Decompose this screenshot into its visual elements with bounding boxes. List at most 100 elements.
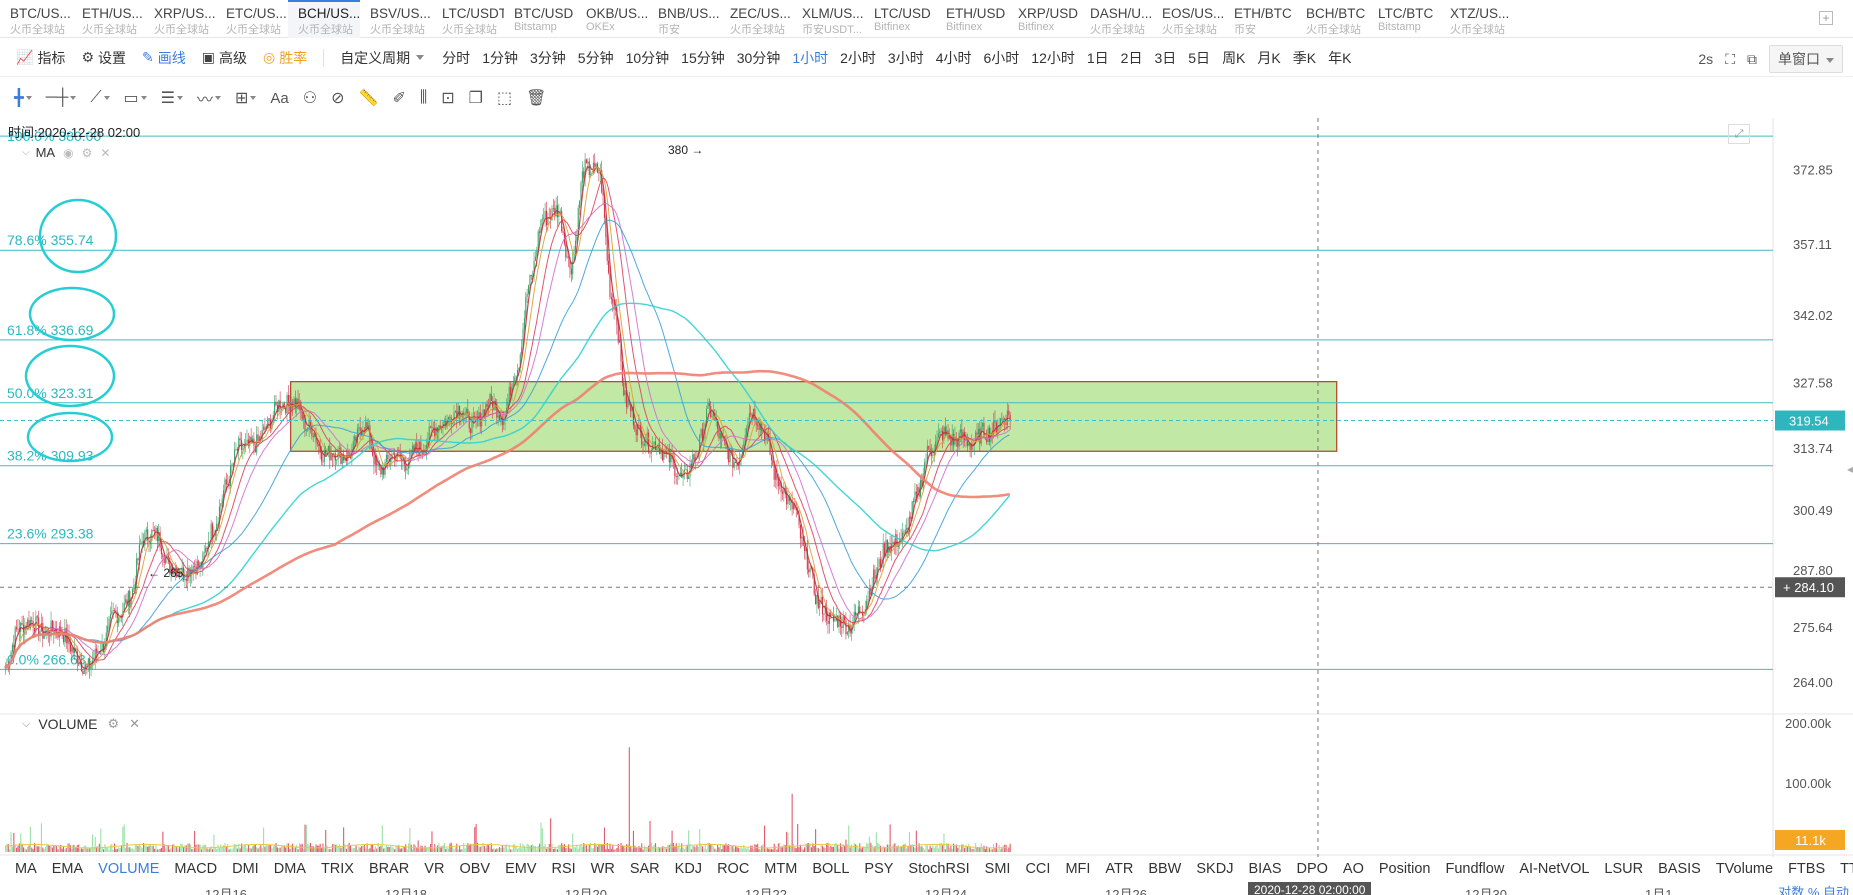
period-6[interactable]: 30分钟 bbox=[736, 49, 781, 66]
period-19[interactable]: 季K bbox=[1292, 49, 1317, 66]
add-tab-button[interactable]: + bbox=[1819, 11, 1833, 25]
magnet-tool[interactable]: ⚇ bbox=[303, 88, 317, 108]
indicator-obv[interactable]: OBV bbox=[459, 861, 491, 877]
popout-icon[interactable]: ⧉ bbox=[1747, 50, 1757, 67]
indicator-smi[interactable]: SMI bbox=[984, 861, 1011, 877]
tab-13[interactable]: ETH/USD Bitfinex bbox=[936, 0, 1008, 38]
delete-tool[interactable]: 🗑 bbox=[526, 88, 546, 108]
copy-tool[interactable]: ❐ bbox=[469, 88, 483, 108]
lock-tool[interactable]: ⊡ bbox=[441, 88, 454, 108]
tab-19[interactable]: LTC/BTC Bitstamp bbox=[1368, 0, 1440, 38]
advanced-button[interactable]: ▣ 高级 bbox=[201, 49, 247, 66]
tab-15[interactable]: DASH/U... 火币全球站 bbox=[1080, 0, 1152, 38]
indicator-tvolume[interactable]: TVolume bbox=[1715, 861, 1774, 877]
brush-tool[interactable]: ✐ bbox=[392, 88, 405, 108]
indicator-ma[interactable]: MA bbox=[15, 861, 37, 877]
drawing-button[interactable]: ✎ 画线 bbox=[142, 49, 186, 66]
period-10[interactable]: 4小时 bbox=[935, 49, 972, 66]
chevron-down-icon[interactable]: ⌵ bbox=[22, 147, 30, 158]
tab-4[interactable]: BCH/US... 火币全球站 bbox=[288, 0, 360, 38]
indicator-dpo[interactable]: DPO bbox=[1296, 861, 1328, 877]
tab-11[interactable]: XLM/US... 币安USDT... bbox=[792, 0, 864, 38]
indicator-brar[interactable]: BRAR bbox=[368, 861, 410, 877]
trend-line-tool[interactable]: ⟋ bbox=[90, 89, 110, 107]
indicator-skdj[interactable]: SKDJ bbox=[1196, 861, 1234, 877]
indicator-cci[interactable]: CCI bbox=[1025, 861, 1051, 877]
ruler-tool[interactable]: 📏 bbox=[359, 88, 379, 108]
period-17[interactable]: 周K bbox=[1222, 49, 1246, 66]
gear-icon[interactable]: ⚙ bbox=[107, 716, 120, 731]
tab-18[interactable]: BCH/BTC 火币全球站 bbox=[1296, 0, 1368, 38]
window-mode-dropdown[interactable]: 单窗口 bbox=[1769, 45, 1843, 73]
refresh-interval[interactable]: 2s bbox=[1698, 51, 1714, 67]
tab-5[interactable]: BSV/US... 火币全球站 bbox=[360, 0, 432, 38]
tab-3[interactable]: ETC/US... 火币全球站 bbox=[216, 0, 288, 38]
indicator-psy[interactable]: PSY bbox=[864, 861, 894, 877]
indicator-mfi[interactable]: MFI bbox=[1065, 861, 1091, 877]
indicator-macd[interactable]: MACD bbox=[174, 861, 218, 877]
period-8[interactable]: 2小时 bbox=[840, 49, 876, 66]
tab-2[interactable]: XRP/US... 火币全球站 bbox=[144, 0, 216, 38]
fullscreen-icon[interactable]: ⛶ bbox=[1725, 50, 1735, 67]
indicator-roc[interactable]: ROC bbox=[717, 861, 750, 877]
eye-icon[interactable]: ◉ bbox=[63, 145, 74, 160]
tab-10[interactable]: ZEC/US... 火币全球站 bbox=[720, 0, 792, 38]
pattern-tool[interactable]: ⫼ bbox=[420, 89, 427, 107]
period-0[interactable]: 分时 bbox=[442, 49, 471, 66]
gear-icon[interactable]: ⚙ bbox=[81, 145, 93, 160]
period-20[interactable]: 年K bbox=[1328, 49, 1352, 66]
chevron-left-icon[interactable]: ◂ bbox=[1846, 462, 1853, 476]
indicator-stochrsi[interactable]: StochRSI bbox=[908, 861, 970, 877]
tab-20[interactable]: XTZ/US... 火币全球站 bbox=[1440, 0, 1512, 38]
indicator-position[interactable]: Position bbox=[1378, 861, 1431, 877]
winrate-button[interactable]: ◎ 胜率 bbox=[262, 49, 308, 66]
indicator-sar[interactable]: SAR bbox=[629, 861, 660, 877]
period-9[interactable]: 3小时 bbox=[887, 49, 924, 66]
tab-17[interactable]: ETH/BTC 币安 bbox=[1224, 0, 1296, 38]
indicator-trix[interactable]: TRIX bbox=[320, 861, 354, 877]
tab-1[interactable]: ETH/US... 火币全球站 bbox=[72, 0, 144, 38]
period-2[interactable]: 3分钟 bbox=[529, 49, 566, 66]
tab-12[interactable]: LTC/USD Bitfinex bbox=[864, 0, 936, 38]
indicator-fundflow[interactable]: Fundflow bbox=[1445, 861, 1505, 877]
tab-16[interactable]: EOS/US... 火币全球站 bbox=[1152, 0, 1224, 38]
indicator-rsi[interactable]: RSI bbox=[551, 861, 576, 877]
horizontal-line-tool[interactable]: ─┼ bbox=[46, 89, 77, 107]
period-18[interactable]: 月K bbox=[1257, 49, 1281, 66]
chevron-down-icon[interactable]: ⌵ bbox=[22, 717, 31, 730]
indicator-boll[interactable]: BOLL bbox=[812, 861, 850, 877]
indicator-dma[interactable]: DMA bbox=[273, 861, 306, 877]
period-13[interactable]: 1日 bbox=[1086, 49, 1109, 66]
tab-8[interactable]: OKB/US... OKEx bbox=[576, 0, 648, 38]
price-chart[interactable]: 372.85 357.11 342.02 327.58 313.74 300.49 287.… bbox=[0, 118, 1853, 857]
period-5[interactable]: 15分钟 bbox=[681, 49, 725, 66]
tab-0[interactable]: BTC/US... 火币全球站 bbox=[0, 0, 72, 38]
indicator-emv[interactable]: EMV bbox=[505, 861, 537, 877]
indicator-atr[interactable]: ATR bbox=[1105, 861, 1134, 877]
period-11[interactable]: 6小时 bbox=[983, 49, 1020, 66]
indicator-dmi[interactable]: DMI bbox=[232, 861, 259, 877]
close-icon[interactable]: ✕ bbox=[129, 716, 141, 731]
period-14[interactable]: 2日 bbox=[1120, 49, 1143, 66]
tab-7[interactable]: BTC/USD Bitstamp bbox=[504, 0, 576, 38]
period-4[interactable]: 10分钟 bbox=[625, 49, 670, 66]
period-15[interactable]: 3日 bbox=[1154, 49, 1177, 66]
indicator-ttsi[interactable]: TTSI bbox=[1840, 861, 1853, 877]
settings-button[interactable]: ⚙ 设置 bbox=[81, 49, 126, 66]
indicator-ao[interactable]: AO bbox=[1342, 861, 1364, 877]
indicator-lsur[interactable]: LSUR bbox=[1604, 861, 1644, 877]
scale-mode[interactable]: 对数 % 自动 bbox=[1778, 885, 1849, 895]
tab-6[interactable]: LTC/USDT 火币全球站 bbox=[432, 0, 504, 38]
tab-9[interactable]: BNB/US... 币安 bbox=[648, 0, 720, 38]
hide-drawings-tool[interactable]: ⊘ bbox=[331, 88, 344, 108]
wave-tool[interactable]: 〰 bbox=[197, 86, 221, 110]
indicator-wr[interactable]: WR bbox=[590, 861, 615, 877]
indicator-ai-netvol[interactable]: AI-NetVOL bbox=[1519, 861, 1590, 877]
period-16[interactable]: 5日 bbox=[1188, 49, 1211, 66]
screenshot-tool[interactable]: ⬚ bbox=[497, 88, 512, 108]
indicator-vr[interactable]: VR bbox=[424, 861, 445, 877]
period-12[interactable]: 12小时 bbox=[1031, 49, 1075, 66]
custom-period-dropdown[interactable]: 自定义周期 bbox=[340, 48, 425, 68]
indicator-ema[interactable]: EMA bbox=[51, 861, 84, 877]
period-3[interactable]: 5分钟 bbox=[577, 49, 614, 66]
